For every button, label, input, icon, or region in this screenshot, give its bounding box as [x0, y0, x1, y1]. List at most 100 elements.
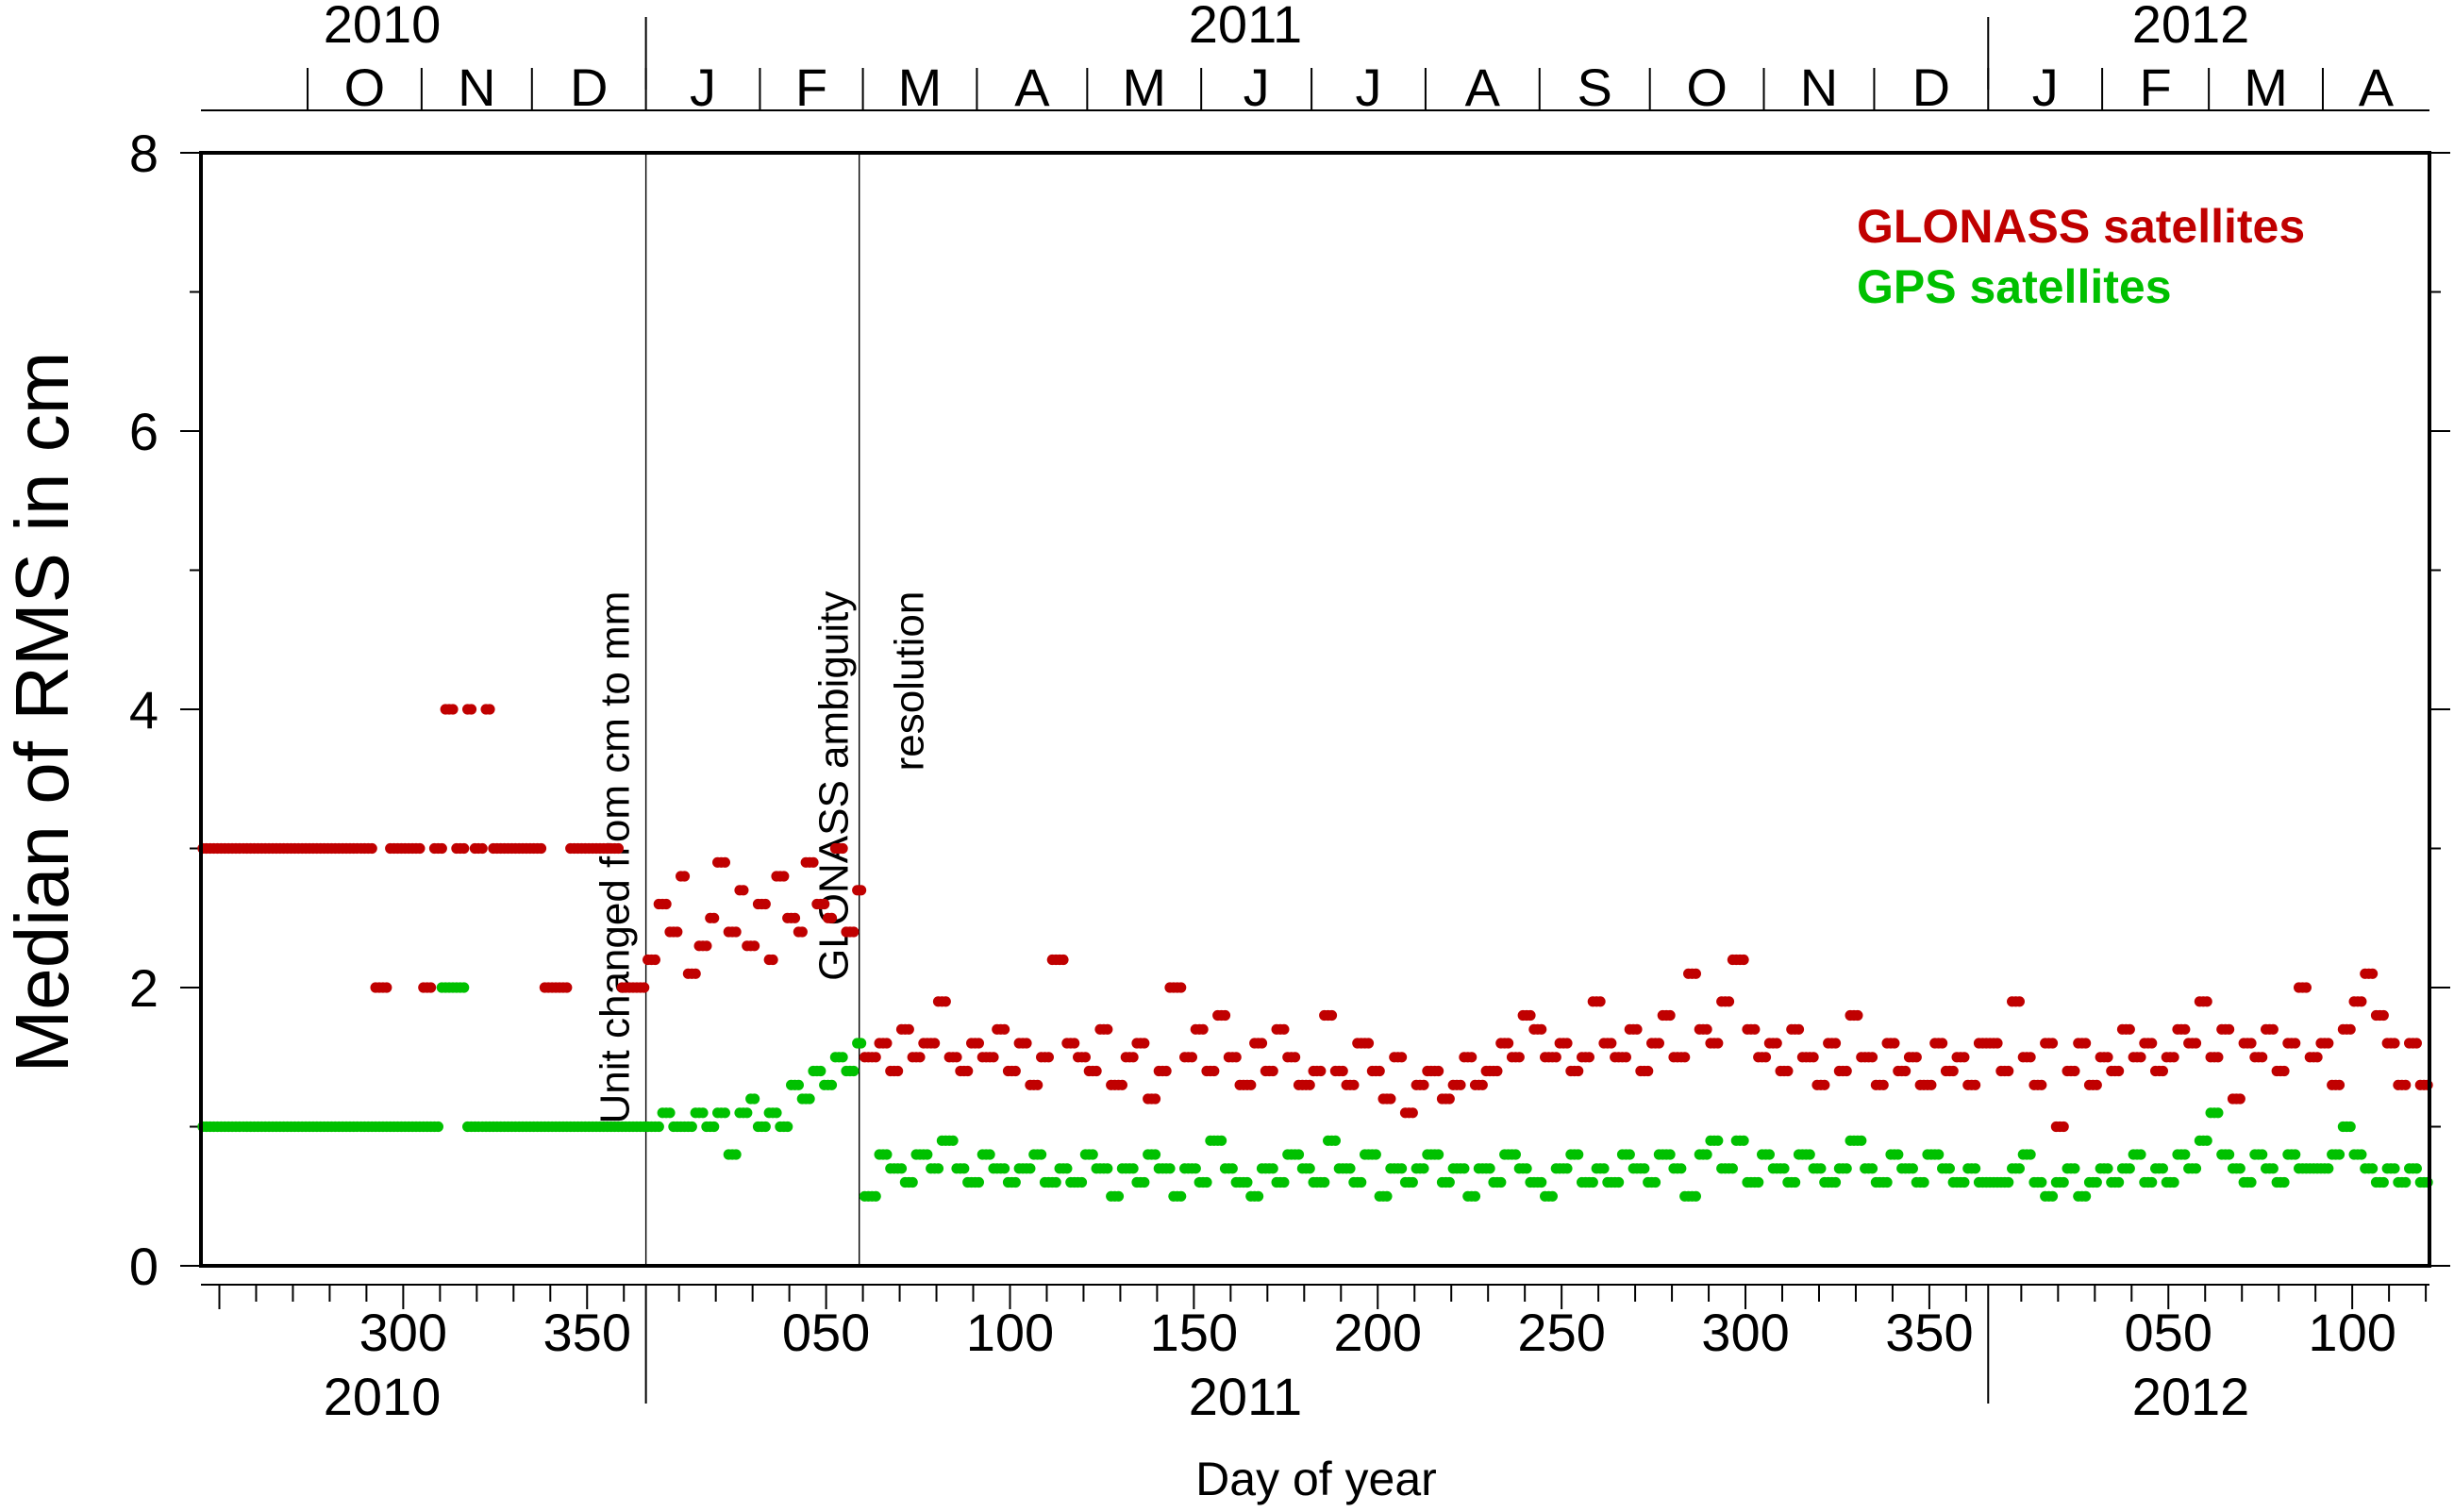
- data-point: [1679, 1052, 1691, 1063]
- y-tick-label: 2: [129, 958, 159, 1018]
- data-point: [1058, 954, 1069, 966]
- data-point: [649, 954, 661, 966]
- year-label-bottom: 2010: [324, 1367, 442, 1426]
- data-point: [837, 842, 848, 855]
- data-point: [1043, 1052, 1054, 1063]
- data-point: [826, 912, 838, 923]
- data-point: [1841, 1065, 1852, 1077]
- data-point: [819, 898, 830, 910]
- data-point: [1738, 954, 1749, 966]
- x-tick-label: 100: [966, 1303, 1054, 1362]
- data-point: [414, 842, 426, 855]
- data-point: [1267, 1163, 1278, 1174]
- data-point: [2279, 1065, 2290, 1077]
- data-point: [1947, 1065, 1959, 1077]
- data-point: [2157, 1065, 2168, 1077]
- data-point: [1256, 1038, 1268, 1049]
- data-point: [1594, 996, 1606, 1007]
- data-point: [2312, 1052, 2323, 1063]
- data-point: [1819, 1079, 1830, 1090]
- data-point: [1573, 1149, 1584, 1160]
- data-point: [459, 842, 470, 855]
- x-tick-label: 050: [782, 1303, 870, 1362]
- data-point: [881, 1038, 893, 1049]
- data-point: [1624, 1149, 1635, 1160]
- x-tick-label: 350: [543, 1303, 631, 1362]
- data-point: [2212, 1052, 2224, 1063]
- data-point: [1176, 982, 1187, 993]
- data-point: [1466, 1052, 1477, 1063]
- data-point: [1362, 1038, 1375, 1049]
- data-point: [2003, 1176, 2014, 1188]
- data-point: [1245, 1079, 1257, 1090]
- data-point: [2323, 1163, 2334, 1174]
- data-point: [1503, 1038, 1514, 1049]
- data-point: [1227, 1163, 1238, 1174]
- data-point: [1992, 1038, 2003, 1049]
- data-point: [1866, 1163, 1878, 1174]
- data-point: [2168, 1176, 2179, 1188]
- data-point: [2058, 1176, 2069, 1188]
- data-point: [2389, 1038, 2400, 1049]
- data-point: [1926, 1079, 1937, 1090]
- data-point: [1459, 1163, 1470, 1174]
- data-point: [1753, 1176, 1764, 1188]
- data-point: [1304, 1079, 1315, 1090]
- year-label-bottom: 2012: [2132, 1367, 2250, 1426]
- data-point: [1550, 1052, 1561, 1063]
- x-axis-title: Day of year: [1195, 1453, 1437, 1505]
- year-label-top: 2011: [1189, 0, 1302, 54]
- data-point: [1841, 1163, 1852, 1174]
- y-axis: 0 2 4 6 8: [129, 124, 2450, 1296]
- data-point: [2323, 1038, 2334, 1049]
- data-point: [1418, 1079, 1429, 1090]
- data-point: [1201, 1176, 1212, 1188]
- series-gps: [197, 982, 2433, 1202]
- data-point: [709, 1121, 720, 1133]
- data-point: [2234, 1093, 2245, 1105]
- data-point: [848, 1065, 860, 1077]
- y-tick-label: 8: [129, 124, 159, 183]
- data-point: [1573, 1065, 1584, 1077]
- month-label: F: [795, 58, 827, 117]
- data-point: [2036, 1079, 2047, 1090]
- month-label: D: [1912, 58, 1950, 117]
- data-point: [1267, 1065, 1278, 1077]
- data-point: [2102, 1052, 2113, 1063]
- data-point: [2267, 1163, 2279, 1174]
- data-point: [1455, 1079, 1466, 1090]
- data-point: [973, 1038, 984, 1049]
- data-point: [484, 704, 495, 715]
- data-point: [1010, 1065, 1021, 1077]
- data-point: [1790, 1176, 1801, 1188]
- data-point: [1664, 1149, 1676, 1160]
- data-point: [870, 1190, 881, 1202]
- data-point: [999, 1163, 1010, 1174]
- data-point: [426, 982, 437, 993]
- data-point: [1631, 1023, 1643, 1035]
- data-point: [2190, 1163, 2202, 1174]
- annotations: Unit changed from cm to mm GLONASS ambigu…: [593, 153, 933, 1266]
- data-point: [2400, 1176, 2412, 1188]
- data-point: [2124, 1023, 2135, 1035]
- data-point: [1829, 1176, 1842, 1188]
- month-label: M: [1122, 58, 1166, 117]
- x-tick-label: 300: [359, 1303, 447, 1362]
- data-point: [1112, 1190, 1125, 1202]
- y-tick-label: 4: [129, 680, 159, 739]
- x-tick-label: 200: [1334, 1303, 1422, 1362]
- data-point: [2025, 1149, 2036, 1160]
- data-point: [436, 842, 447, 855]
- data-point: [2257, 1052, 2268, 1063]
- data-point: [793, 1079, 805, 1090]
- data-point: [1139, 1176, 1150, 1188]
- event-annotation: Unit changed from cm to mm: [593, 591, 639, 1124]
- data-point: [690, 968, 701, 979]
- data-point: [760, 898, 771, 910]
- data-point: [1536, 1176, 1547, 1188]
- data-point: [2400, 1079, 2412, 1090]
- data-point: [804, 1093, 815, 1105]
- data-point: [907, 1176, 918, 1188]
- data-point: [767, 954, 778, 966]
- x-tick-label: 050: [2125, 1303, 2212, 1362]
